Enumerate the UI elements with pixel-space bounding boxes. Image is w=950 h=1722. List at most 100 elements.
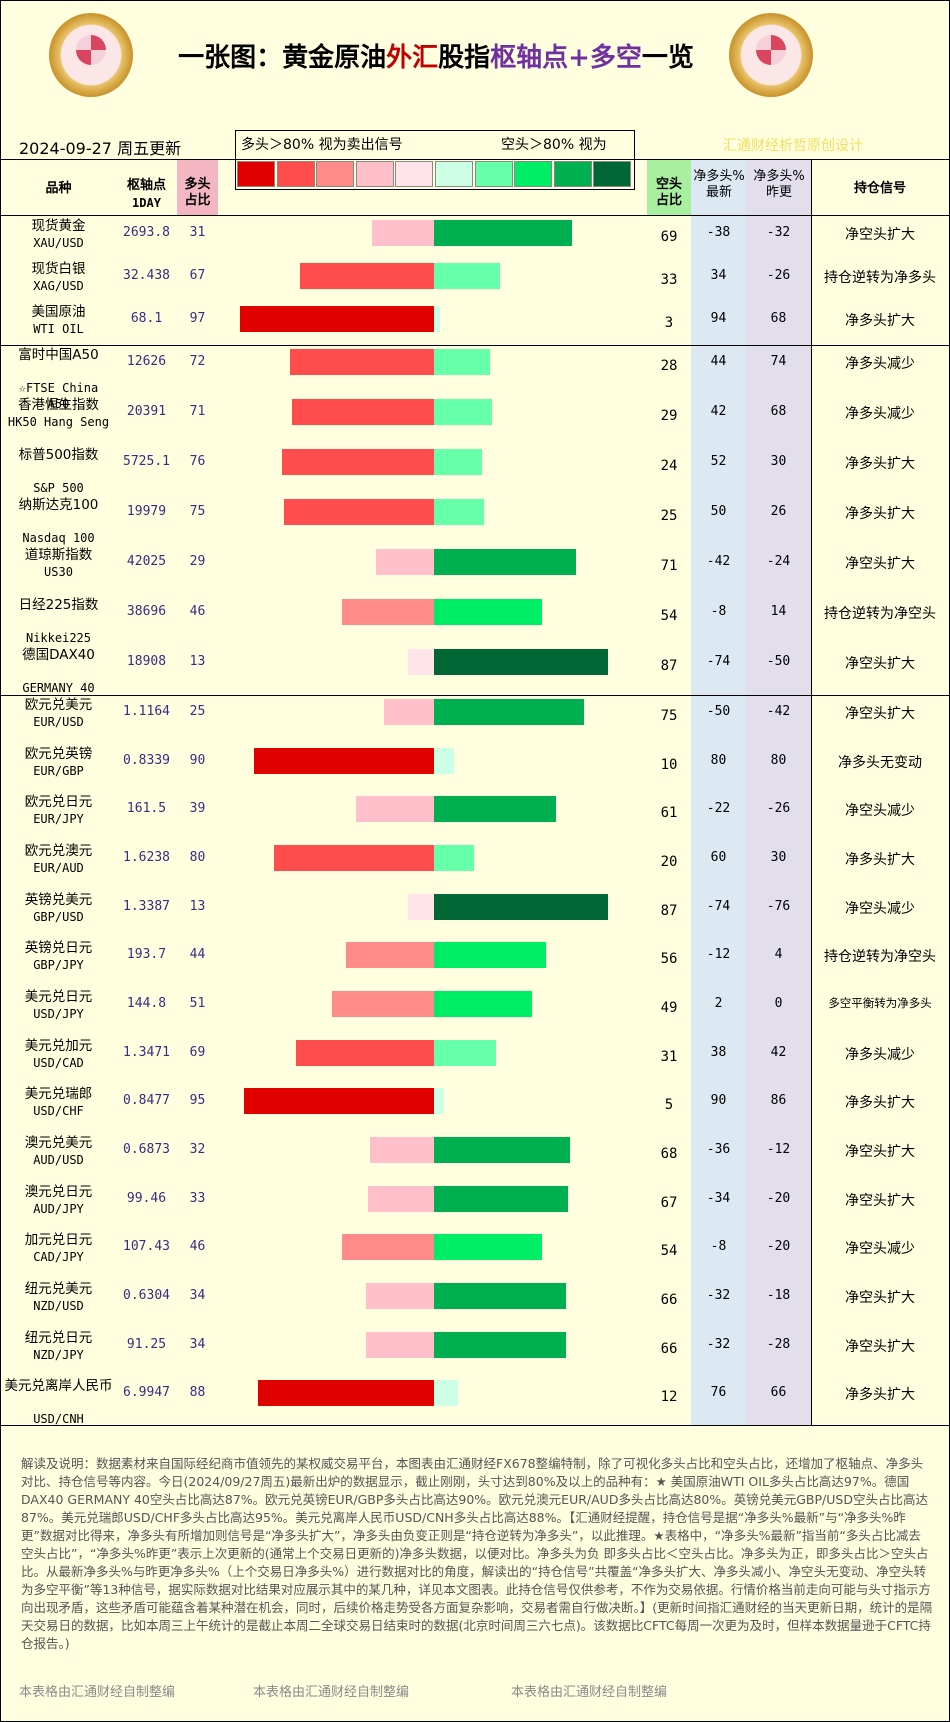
net-latest: -50 <box>706 704 731 719</box>
notes: 解读及说明：数据素材来自国际经纪商市值领先的某权威交易平台，本图表由汇通财经FX… <box>21 1456 933 1651</box>
net-latest: -8 <box>710 604 727 619</box>
pivot: 6.9947 <box>123 1385 170 1401</box>
pivot: 0.8339 <box>123 752 170 768</box>
name: 英镑兑美元 <box>24 891 93 908</box>
long-bar <box>370 1136 434 1163</box>
long-bar <box>342 1234 434 1261</box>
net-prev: 30 <box>770 849 787 865</box>
pivot: 1.1164 <box>123 704 170 719</box>
code: GBP/USD <box>33 909 84 924</box>
signal: 净多头扩大 <box>845 1095 915 1112</box>
pivot: 91.25 <box>126 1336 167 1352</box>
rule <box>1 695 949 696</box>
net-latest: -34 <box>706 1190 731 1206</box>
name: 纳斯达克100 <box>18 497 99 513</box>
pivot: 1.3387 <box>123 898 170 914</box>
legend-box <box>235 130 635 190</box>
long-bar <box>292 399 434 425</box>
long-bar <box>356 796 434 823</box>
short-bar <box>434 499 484 525</box>
short-pct: 56 <box>660 951 678 968</box>
short-bar <box>434 699 584 725</box>
short-pct: 75 <box>660 708 678 724</box>
net-latest: -12 <box>706 947 731 963</box>
signal: 净空头扩大 <box>845 1289 915 1306</box>
pivot: 32.438 <box>123 268 170 283</box>
pivot: 99.46 <box>126 1190 167 1206</box>
net-prev: -42 <box>766 704 791 719</box>
signal: 净空头减少 <box>845 1241 915 1258</box>
net-latest: 50 <box>710 504 727 519</box>
col-header: 空头占比 <box>655 177 682 208</box>
short-pct: 24 <box>660 458 678 474</box>
short-bar <box>434 1185 568 1212</box>
short-bar <box>434 349 490 375</box>
short-bar <box>434 306 440 332</box>
short-bar <box>434 942 546 969</box>
name: 美元兑离岸人民币 <box>4 1378 113 1395</box>
long-bar <box>366 1331 434 1358</box>
title-part: 股指 <box>438 43 491 73</box>
net-prev: -26 <box>766 801 791 817</box>
pivot: 144.8 <box>126 995 167 1011</box>
short-pct: 10 <box>660 756 678 773</box>
name: 欧元兑英镑 <box>24 745 93 762</box>
pivot: 5725.1 <box>123 454 170 469</box>
long-bar <box>342 599 434 625</box>
short-pct: 5 <box>664 1097 674 1114</box>
long-bar <box>300 263 434 289</box>
long-pct: 67 <box>189 268 206 283</box>
pivot: 19979 <box>126 504 167 519</box>
short-pct: 66 <box>660 1340 678 1357</box>
code: AUD/USD <box>33 1152 84 1167</box>
logo <box>49 13 133 97</box>
name: 纽元兑美元 <box>24 1280 93 1297</box>
pivot: 68.1 <box>130 311 163 326</box>
net-latest: -32 <box>706 1287 731 1303</box>
signal: 净空头扩大 <box>845 656 915 672</box>
code: Nikkei225 <box>25 631 92 645</box>
long-bar <box>408 893 434 920</box>
long-pct: 39 <box>189 801 206 817</box>
code: NZD/JPY <box>33 1347 84 1362</box>
long-bar <box>254 747 434 774</box>
rule <box>811 160 812 1425</box>
net-prev: 86 <box>770 1093 787 1109</box>
name: 德国DAX40 <box>22 647 95 663</box>
name: 澳元兑日元 <box>24 1183 93 1200</box>
long-pct: 72 <box>189 354 206 369</box>
pivot: 107.43 <box>123 1239 170 1255</box>
short-pct: 61 <box>660 805 678 822</box>
long-pct: 32 <box>189 1141 206 1157</box>
long-pct: 75 <box>189 504 206 519</box>
net-prev: -18 <box>766 1287 791 1303</box>
credit: 汇通财经析哲原创设计 <box>723 138 863 154</box>
pivot: 18908 <box>126 654 167 669</box>
long-bar <box>408 649 434 675</box>
col-header: 1DAY <box>132 196 161 210</box>
name: 现货白银 <box>31 261 86 277</box>
code: NZD/USD <box>33 1298 84 1313</box>
net-latest: 90 <box>710 1093 727 1109</box>
net-prev-bg <box>746 160 811 1425</box>
long-pct: 76 <box>189 454 206 469</box>
net-prev: 14 <box>770 604 787 619</box>
name: 美元兑瑞郎 <box>24 1086 93 1103</box>
pivot: 38696 <box>126 604 167 619</box>
short-pct: 68 <box>660 1145 678 1162</box>
title-part: 一览 <box>641 43 694 73</box>
net-prev: 66 <box>770 1385 787 1401</box>
legend-swatch <box>474 161 513 187</box>
short-bar <box>434 449 482 475</box>
short-bar <box>434 549 576 575</box>
long-bar <box>372 220 434 246</box>
short-pct: 33 <box>660 272 678 288</box>
pivot: 161.5 <box>126 801 167 817</box>
code: CAD/JPY <box>33 1250 84 1265</box>
signal: 净空头扩大 <box>845 556 915 572</box>
name: 欧元兑日元 <box>24 794 93 811</box>
short-bar <box>434 399 492 425</box>
signal: 净空头减少 <box>845 803 915 820</box>
short-bar <box>434 1136 570 1163</box>
